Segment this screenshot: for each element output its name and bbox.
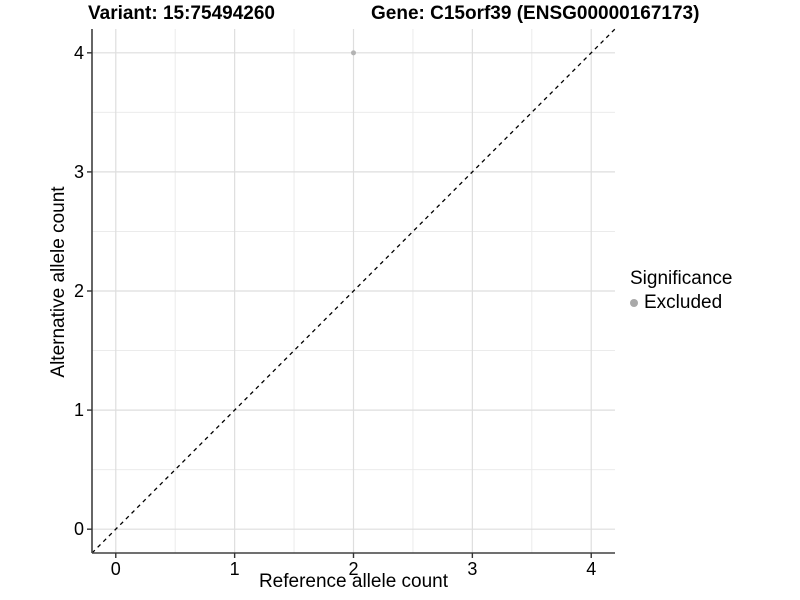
gene-title: Gene: C15orf39 (ENSG00000167173) bbox=[371, 3, 700, 24]
y-tick-label: 4 bbox=[74, 43, 84, 63]
legend-dot-icon bbox=[630, 299, 638, 307]
variant-title: Variant: 15:75494260 bbox=[88, 3, 275, 24]
legend-item-label: Excluded bbox=[644, 292, 723, 313]
legend: Significance Excluded bbox=[630, 268, 732, 314]
legend-title: Significance bbox=[630, 268, 733, 289]
y-axis-title: Alternative allele count bbox=[48, 186, 69, 378]
y-tick-label: 2 bbox=[74, 281, 84, 301]
y-tick-label: 0 bbox=[74, 519, 84, 539]
x-tick-label: 3 bbox=[467, 559, 477, 579]
legend-item-excluded: Excluded bbox=[630, 292, 732, 314]
x-tick-label: 1 bbox=[230, 559, 240, 579]
y-tick-label: 3 bbox=[74, 162, 84, 182]
y-tick-label: 1 bbox=[74, 400, 84, 420]
x-tick-label: 0 bbox=[111, 559, 121, 579]
data-point bbox=[351, 50, 356, 56]
x-tick-label: 4 bbox=[586, 559, 596, 579]
identity-line bbox=[91, 28, 616, 554]
x-tick-label: 2 bbox=[348, 559, 358, 579]
x-axis-title: Reference allele count bbox=[258, 571, 449, 592]
